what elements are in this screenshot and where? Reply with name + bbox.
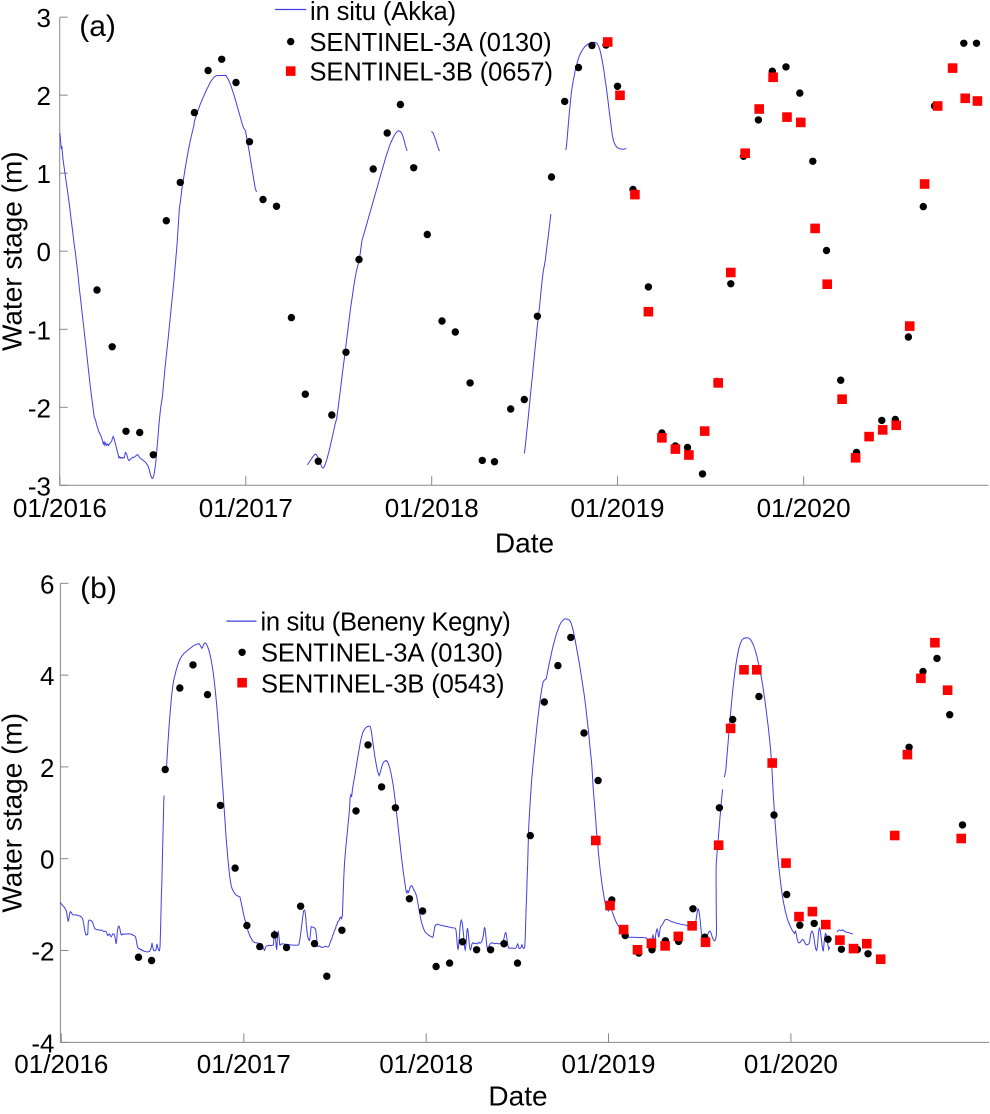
svg-text:01/2018: 01/2018 [379, 1049, 473, 1079]
svg-text:SENTINEL-3A (0130): SENTINEL-3A (0130) [310, 29, 552, 57]
svg-text:Date: Date [488, 1081, 547, 1110]
svg-text:2: 2 [37, 81, 51, 111]
svg-text:01/2020: 01/2020 [757, 493, 851, 523]
svg-text:01/2019: 01/2019 [562, 1049, 656, 1079]
svg-text:(a): (a) [79, 10, 116, 43]
svg-text:01/2016: 01/2016 [13, 493, 107, 523]
svg-text:01/2017: 01/2017 [199, 493, 293, 523]
svg-text:-2: -2 [31, 937, 54, 967]
svg-text:1: 1 [37, 159, 51, 189]
svg-text:-1: -1 [28, 315, 51, 345]
svg-text:Water stage (m): Water stage (m) [0, 151, 28, 351]
svg-text:01/2020: 01/2020 [744, 1049, 838, 1079]
svg-text:2: 2 [40, 753, 54, 783]
svg-text:(b): (b) [80, 572, 117, 605]
svg-text:SENTINEL-3A (0130): SENTINEL-3A (0130) [261, 640, 503, 668]
svg-text:6: 6 [40, 569, 54, 599]
svg-text:Water stage (m): Water stage (m) [0, 713, 28, 913]
svg-text:01/2018: 01/2018 [385, 493, 479, 523]
svg-text:4: 4 [40, 661, 54, 691]
svg-text:01/2017: 01/2017 [197, 1049, 291, 1079]
svg-text:01/2016: 01/2016 [14, 1049, 108, 1079]
svg-text:-2: -2 [28, 393, 51, 423]
svg-text:in situ (Akka): in situ (Akka) [310, 0, 456, 26]
svg-text:-3: -3 [28, 471, 51, 501]
svg-text:0: 0 [37, 237, 51, 267]
svg-text:3: 3 [37, 3, 51, 33]
svg-text:0: 0 [40, 845, 54, 875]
svg-text:-4: -4 [31, 1028, 54, 1058]
svg-text:01/2019: 01/2019 [571, 493, 665, 523]
svg-text:SENTINEL-3B (0543): SENTINEL-3B (0543) [261, 670, 504, 698]
svg-text:in situ (Beneny Kegny): in situ (Beneny Kegny) [261, 608, 511, 636]
svg-text:Date: Date [495, 528, 554, 559]
svg-text:SENTINEL-3B (0657): SENTINEL-3B (0657) [310, 59, 553, 87]
